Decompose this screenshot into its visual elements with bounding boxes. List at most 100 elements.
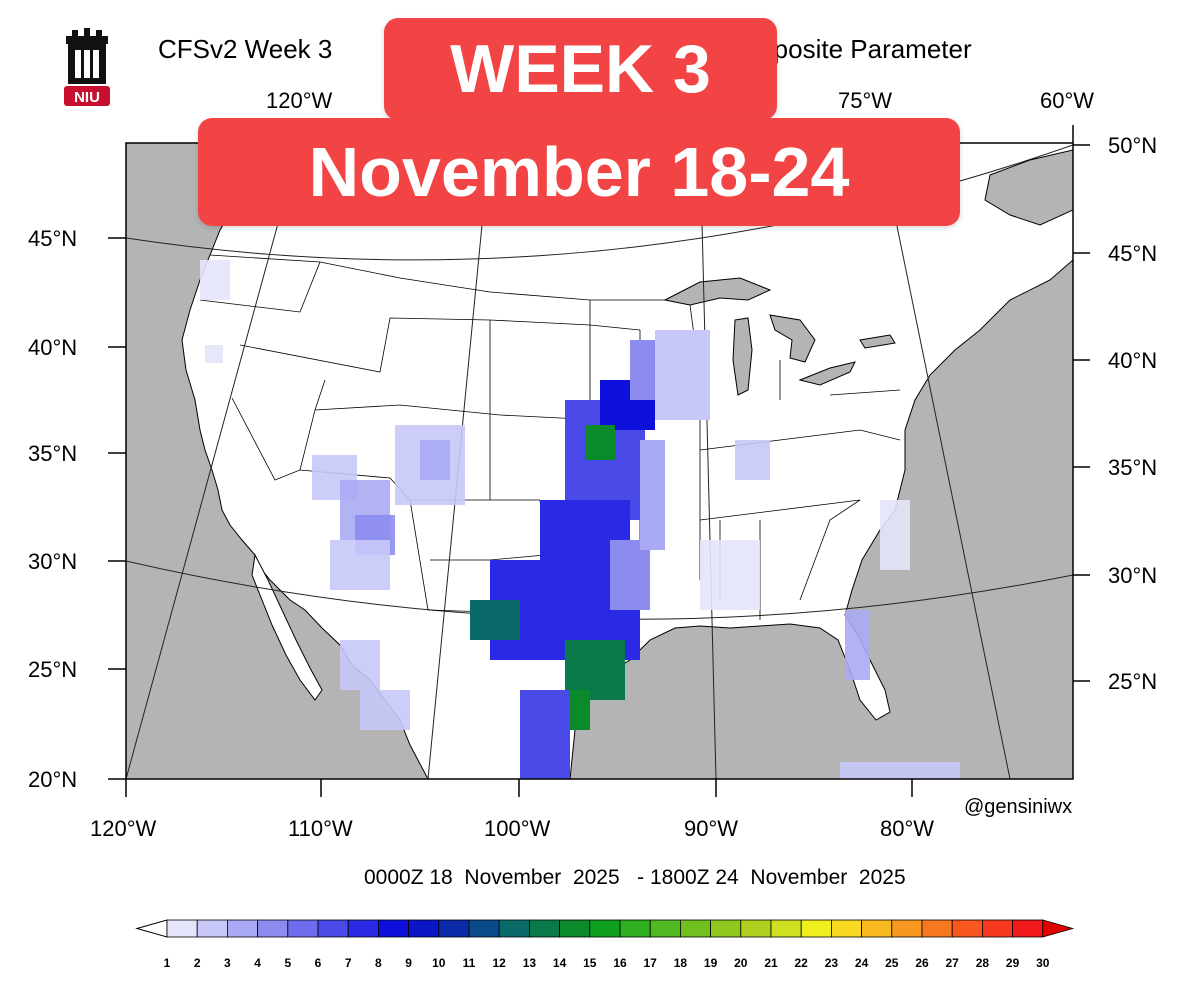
lake-superior [663,277,772,306]
colorbar-swatch [347,919,379,938]
colorbar-tick-label: 28 [975,956,990,970]
colorbar-tick-label: 24 [854,956,869,970]
logo-text: NIU [74,89,100,106]
colorbar-tick-label: 15 [583,956,597,970]
right-lat-label: 40°N [1108,348,1158,373]
colorbar-tick-label: 12 [492,956,506,970]
map-title-end: mposite Parameter [752,34,972,64]
colorbar-swatch [891,919,923,938]
colorbar-swatch [166,919,198,938]
colorbar-swatch [559,919,591,938]
colorbar-tick-label: 26 [915,956,929,970]
map-title: CFSv2 Week 3 [158,34,333,64]
colorbar-swatch [498,919,530,938]
colorbar-tick-label: 7 [344,956,352,970]
colorbar-tick-label: 14 [552,956,567,970]
colorbar-swatch [257,919,289,938]
colorbar-swatch [377,919,409,938]
colorbar-tick-label: 9 [405,956,412,970]
colorbar-tick-label: 10 [432,956,446,970]
colorbar-tick-label: 30 [1036,956,1050,970]
bottom-lon-label: 110°W [288,816,353,841]
right-lat-label: 35°N [1108,455,1158,480]
lake-erie [798,361,856,386]
colorbar-tick-label: 1 [163,956,171,970]
colorbar-low-arrow [135,919,168,938]
right-lat-label: 25°N [1108,669,1158,694]
colorbar-tick-label: 16 [613,956,627,970]
valid-date-range: 0000Z 18 November 2025 - 1800Z 24 Novemb… [364,866,906,889]
colorbar-tick-label: 29 [1005,956,1020,970]
right-lat-label: 45°N [1108,241,1158,266]
colorbar-tick-label: 20 [734,956,748,970]
right-lat-label: 50°N [1108,133,1158,158]
colorbar-swatch [680,919,712,938]
colorbar-swatch [287,919,319,938]
niu-logo: NIU [64,28,110,106]
colorbar-tick-label: 11 [462,956,476,970]
lake-ontario [859,334,896,349]
colorbar-tick-label: 13 [522,956,537,970]
colorbar-swatch [1012,919,1044,938]
top-lon-label: 120°W [266,88,333,113]
colorbar-swatch [710,919,742,938]
colorbar-swatch [438,919,470,938]
colorbar-swatch [317,919,349,938]
lake-michigan [732,317,753,396]
colorbar-tick-label: 17 [643,956,657,970]
colorbar-tick-label: 2 [193,956,201,970]
colorbar-tick-label: 5 [284,956,292,970]
bottom-lon-label: 80°W [880,816,935,841]
colorbar-swatch [468,919,500,938]
right-lat-label: 30°N [1108,563,1158,588]
colorbar-swatch [408,919,440,938]
colorbar-swatch [951,919,983,938]
colorbar-swatch [1042,919,1075,938]
bottom-lon-label: 100°W [484,816,551,841]
left-lat-label: 45°N [28,226,78,251]
lake-huron [769,314,816,363]
colorbar-swatch [196,919,228,938]
colorbar-swatch [740,919,772,938]
top-lon-label: 60°W [1040,88,1095,113]
left-lat-label: 25°N [28,657,78,682]
colorbar-tick-label: 19 [703,956,718,970]
colorbar-tick-label: 25 [885,956,899,970]
week-banner: WEEK 3 [384,18,777,120]
bottom-lon-label: 120°W [90,816,157,841]
top-lon-label: 75°W [838,88,893,113]
colorbar-swatch [831,919,863,938]
left-lat-label: 30°N [28,549,78,574]
colorbar-swatch [921,919,953,938]
colorbar-swatch [226,919,258,938]
axis-ticks [108,125,1090,797]
date-banner: November 18-24 [198,118,960,226]
colorbar-tick-label: 6 [314,956,322,970]
colorbar-swatch [619,919,651,938]
colorbar-swatch [861,919,893,938]
parameter-shading [200,260,960,779]
colorbar-tick-label: 3 [224,956,231,970]
colorbar-tick-label: 21 [764,956,778,970]
colorbar-swatch [770,919,802,938]
left-lat-label: 35°N [28,441,78,466]
baja-california [251,553,323,701]
colorbar-tick-label: 4 [254,956,261,970]
author-credit: @gensiniwx [964,796,1073,818]
colorbar-swatch [589,919,621,938]
colorbar-tick-label: 22 [794,956,808,970]
left-lat-label: 40°N [28,335,78,360]
bottom-lon-label: 90°W [684,816,739,841]
colorbar-swatch [982,919,1014,938]
colorbar-swatch [649,919,681,938]
colorbar-swatch [529,919,561,938]
colorbar-tick-label: 8 [375,956,382,970]
colorbar-tick-label: 23 [824,956,839,970]
hudson-bay-edge [984,149,1073,226]
colorbar-tick-label: 27 [945,956,959,970]
colorbar-swatch [800,919,832,938]
colorbar-tick-label: 18 [673,956,688,970]
left-lat-label: 20°N [28,767,78,792]
